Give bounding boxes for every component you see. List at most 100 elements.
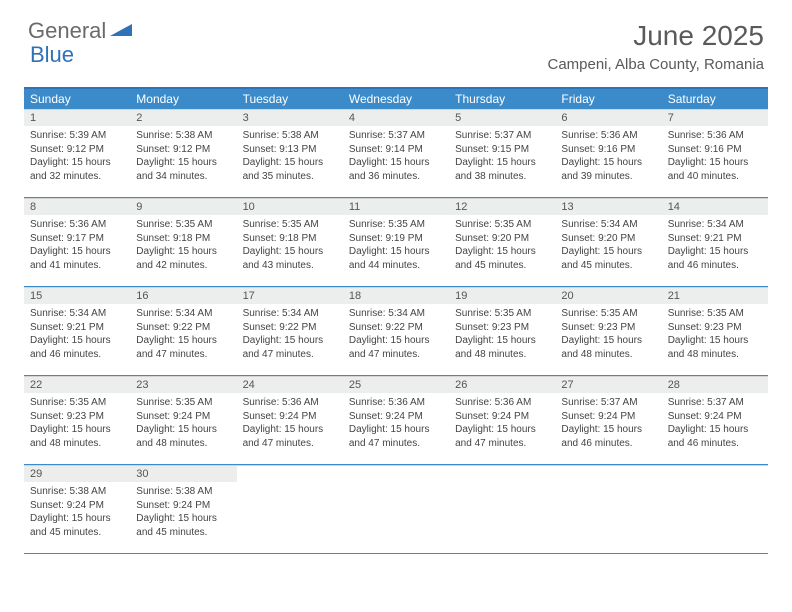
day-number: 24 [237, 377, 343, 393]
sunset-text: Sunset: 9:24 PM [349, 410, 443, 424]
day-number: 11 [343, 199, 449, 215]
day-body: Sunrise: 5:37 AMSunset: 9:24 PMDaylight:… [555, 393, 661, 454]
day-body: Sunrise: 5:38 AMSunset: 9:12 PMDaylight:… [130, 126, 236, 187]
sunset-text: Sunset: 9:22 PM [243, 321, 337, 335]
sunrise-text: Sunrise: 5:34 AM [136, 307, 230, 321]
day-cell-empty [662, 465, 768, 553]
day-number: 22 [24, 377, 130, 393]
logo-triangle-icon [110, 18, 132, 40]
sunrise-text: Sunrise: 5:37 AM [668, 396, 762, 410]
sunset-text: Sunset: 9:23 PM [30, 410, 124, 424]
day-body: Sunrise: 5:34 AMSunset: 9:22 PMDaylight:… [343, 304, 449, 365]
daylight-text: Daylight: 15 hours and 48 minutes. [561, 334, 655, 361]
day-number: 8 [24, 199, 130, 215]
daylight-text: Daylight: 15 hours and 48 minutes. [136, 423, 230, 450]
sunrise-text: Sunrise: 5:35 AM [30, 396, 124, 410]
day-cell: 6 Sunrise: 5:36 AMSunset: 9:16 PMDaylight… [555, 109, 661, 197]
day-body: Sunrise: 5:38 AMSunset: 9:24 PMDaylight:… [24, 482, 130, 543]
sunrise-text: Sunrise: 5:34 AM [668, 218, 762, 232]
daylight-text: Daylight: 15 hours and 48 minutes. [30, 423, 124, 450]
day-cell: 8Sunrise: 5:36 AMSunset: 9:17 PMDaylight… [24, 198, 130, 286]
day-cell: 7Sunrise: 5:36 AMSunset: 9:16 PMDaylight… [662, 109, 768, 197]
day-body: Sunrise: 5:37 AMSunset: 9:24 PMDaylight:… [662, 393, 768, 454]
day-number: 15 [24, 288, 130, 304]
day-body: Sunrise: 5:36 AMSunset: 9:24 PMDaylight:… [237, 393, 343, 454]
sunrise-text: Sunrise: 5:37 AM [561, 396, 655, 410]
sunset-text: Sunset: 9:18 PM [136, 232, 230, 246]
day-header-row: SundayMondayTuesdayWednesdayThursdayFrid… [24, 89, 768, 109]
day-cell: 13Sunrise: 5:34 AMSunset: 9:20 PMDayligh… [555, 198, 661, 286]
day-number: 4 [343, 110, 449, 126]
day-number: 16 [130, 288, 236, 304]
sunrise-text: Sunrise: 5:35 AM [136, 218, 230, 232]
sunset-text: Sunset: 9:23 PM [455, 321, 549, 335]
title-block: June 2025 Campeni, Alba County, Romania [547, 20, 764, 73]
logo: General [28, 20, 132, 42]
sunset-text: Sunset: 9:16 PM [561, 143, 655, 157]
day-cell: 29Sunrise: 5:38 AMSunset: 9:24 PMDayligh… [24, 465, 130, 553]
day-body: Sunrise: 5:37 AMSunset: 9:15 PMDaylight:… [449, 126, 555, 187]
day-number: 27 [555, 377, 661, 393]
day-number: 12 [449, 199, 555, 215]
week-row: 15Sunrise: 5:34 AMSunset: 9:21 PMDayligh… [24, 287, 768, 376]
daylight-text: Daylight: 15 hours and 46 minutes. [30, 334, 124, 361]
sunset-text: Sunset: 9:22 PM [136, 321, 230, 335]
daylight-text: Daylight: 15 hours and 47 minutes. [136, 334, 230, 361]
day-body: Sunrise: 5:35 AMSunset: 9:23 PMDaylight:… [662, 304, 768, 365]
day-cell: 9Sunrise: 5:35 AMSunset: 9:18 PMDaylight… [130, 198, 236, 286]
day-body: Sunrise: 5:37 AMSunset: 9:14 PMDaylight:… [343, 126, 449, 187]
day-cell: 1Sunrise: 5:39 AMSunset: 9:12 PMDaylight… [24, 109, 130, 197]
daylight-text: Daylight: 15 hours and 32 minutes. [30, 156, 124, 183]
sunset-text: Sunset: 9:24 PM [136, 410, 230, 424]
day-number: 5 [449, 110, 555, 126]
daylight-text: Daylight: 15 hours and 45 minutes. [30, 512, 124, 539]
sunrise-text: Sunrise: 5:36 AM [349, 396, 443, 410]
day-cell: 26Sunrise: 5:36 AMSunset: 9:24 PMDayligh… [449, 376, 555, 464]
sunrise-text: Sunrise: 5:34 AM [30, 307, 124, 321]
sunrise-text: Sunrise: 5:39 AM [30, 129, 124, 143]
sunset-text: Sunset: 9:20 PM [561, 232, 655, 246]
day-cell: 3Sunrise: 5:38 AMSunset: 9:13 PMDaylight… [237, 109, 343, 197]
daylight-text: Daylight: 15 hours and 48 minutes. [455, 334, 549, 361]
sunrise-text: Sunrise: 5:35 AM [561, 307, 655, 321]
day-number: 9 [130, 199, 236, 215]
day-number: 14 [662, 199, 768, 215]
sunrise-text: Sunrise: 5:36 AM [561, 129, 655, 143]
day-cell: 15Sunrise: 5:34 AMSunset: 9:21 PMDayligh… [24, 287, 130, 375]
sunrise-text: Sunrise: 5:35 AM [455, 307, 549, 321]
day-number: 6 [555, 110, 661, 126]
day-number: 20 [555, 288, 661, 304]
day-cell: 21Sunrise: 5:35 AMSunset: 9:23 PMDayligh… [662, 287, 768, 375]
daylight-text: Daylight: 15 hours and 39 minutes. [561, 156, 655, 183]
day-body: Sunrise: 5:35 AMSunset: 9:23 PMDaylight:… [24, 393, 130, 454]
daylight-text: Daylight: 15 hours and 43 minutes. [243, 245, 337, 272]
day-cell: 16Sunrise: 5:34 AMSunset: 9:22 PMDayligh… [130, 287, 236, 375]
daylight-text: Daylight: 15 hours and 35 minutes. [243, 156, 337, 183]
day-cell: 27Sunrise: 5:37 AMSunset: 9:24 PMDayligh… [555, 376, 661, 464]
day-cell: 25Sunrise: 5:36 AMSunset: 9:24 PMDayligh… [343, 376, 449, 464]
day-cell: 19Sunrise: 5:35 AMSunset: 9:23 PMDayligh… [449, 287, 555, 375]
day-body: Sunrise: 5:35 AMSunset: 9:23 PMDaylight:… [449, 304, 555, 365]
day-body: Sunrise: 5:34 AMSunset: 9:20 PMDaylight:… [555, 215, 661, 276]
sunset-text: Sunset: 9:12 PM [30, 143, 124, 157]
sunset-text: Sunset: 9:14 PM [349, 143, 443, 157]
sunset-text: Sunset: 9:15 PM [455, 143, 549, 157]
day-body: Sunrise: 5:35 AMSunset: 9:24 PMDaylight:… [130, 393, 236, 454]
day-body: Sunrise: 5:35 AMSunset: 9:18 PMDaylight:… [130, 215, 236, 276]
day-body: Sunrise: 5:35 AMSunset: 9:18 PMDaylight:… [237, 215, 343, 276]
day-body: Sunrise: 5:34 AMSunset: 9:22 PMDaylight:… [130, 304, 236, 365]
day-body: Sunrise: 5:36 AMSunset: 9:17 PMDaylight:… [24, 215, 130, 276]
daylight-text: Daylight: 15 hours and 45 minutes. [561, 245, 655, 272]
day-cell: 4Sunrise: 5:37 AMSunset: 9:14 PMDaylight… [343, 109, 449, 197]
sunset-text: Sunset: 9:24 PM [243, 410, 337, 424]
day-number: 17 [237, 288, 343, 304]
sunrise-text: Sunrise: 5:34 AM [561, 218, 655, 232]
week-row: 1Sunrise: 5:39 AMSunset: 9:12 PMDaylight… [24, 109, 768, 198]
sunrise-text: Sunrise: 5:35 AM [668, 307, 762, 321]
day-header: Tuesday [237, 89, 343, 109]
sunrise-text: Sunrise: 5:38 AM [243, 129, 337, 143]
day-cell-empty [237, 465, 343, 553]
day-cell: 20Sunrise: 5:35 AMSunset: 9:23 PMDayligh… [555, 287, 661, 375]
day-body: Sunrise: 5:39 AMSunset: 9:12 PMDaylight:… [24, 126, 130, 187]
sunset-text: Sunset: 9:24 PM [668, 410, 762, 424]
